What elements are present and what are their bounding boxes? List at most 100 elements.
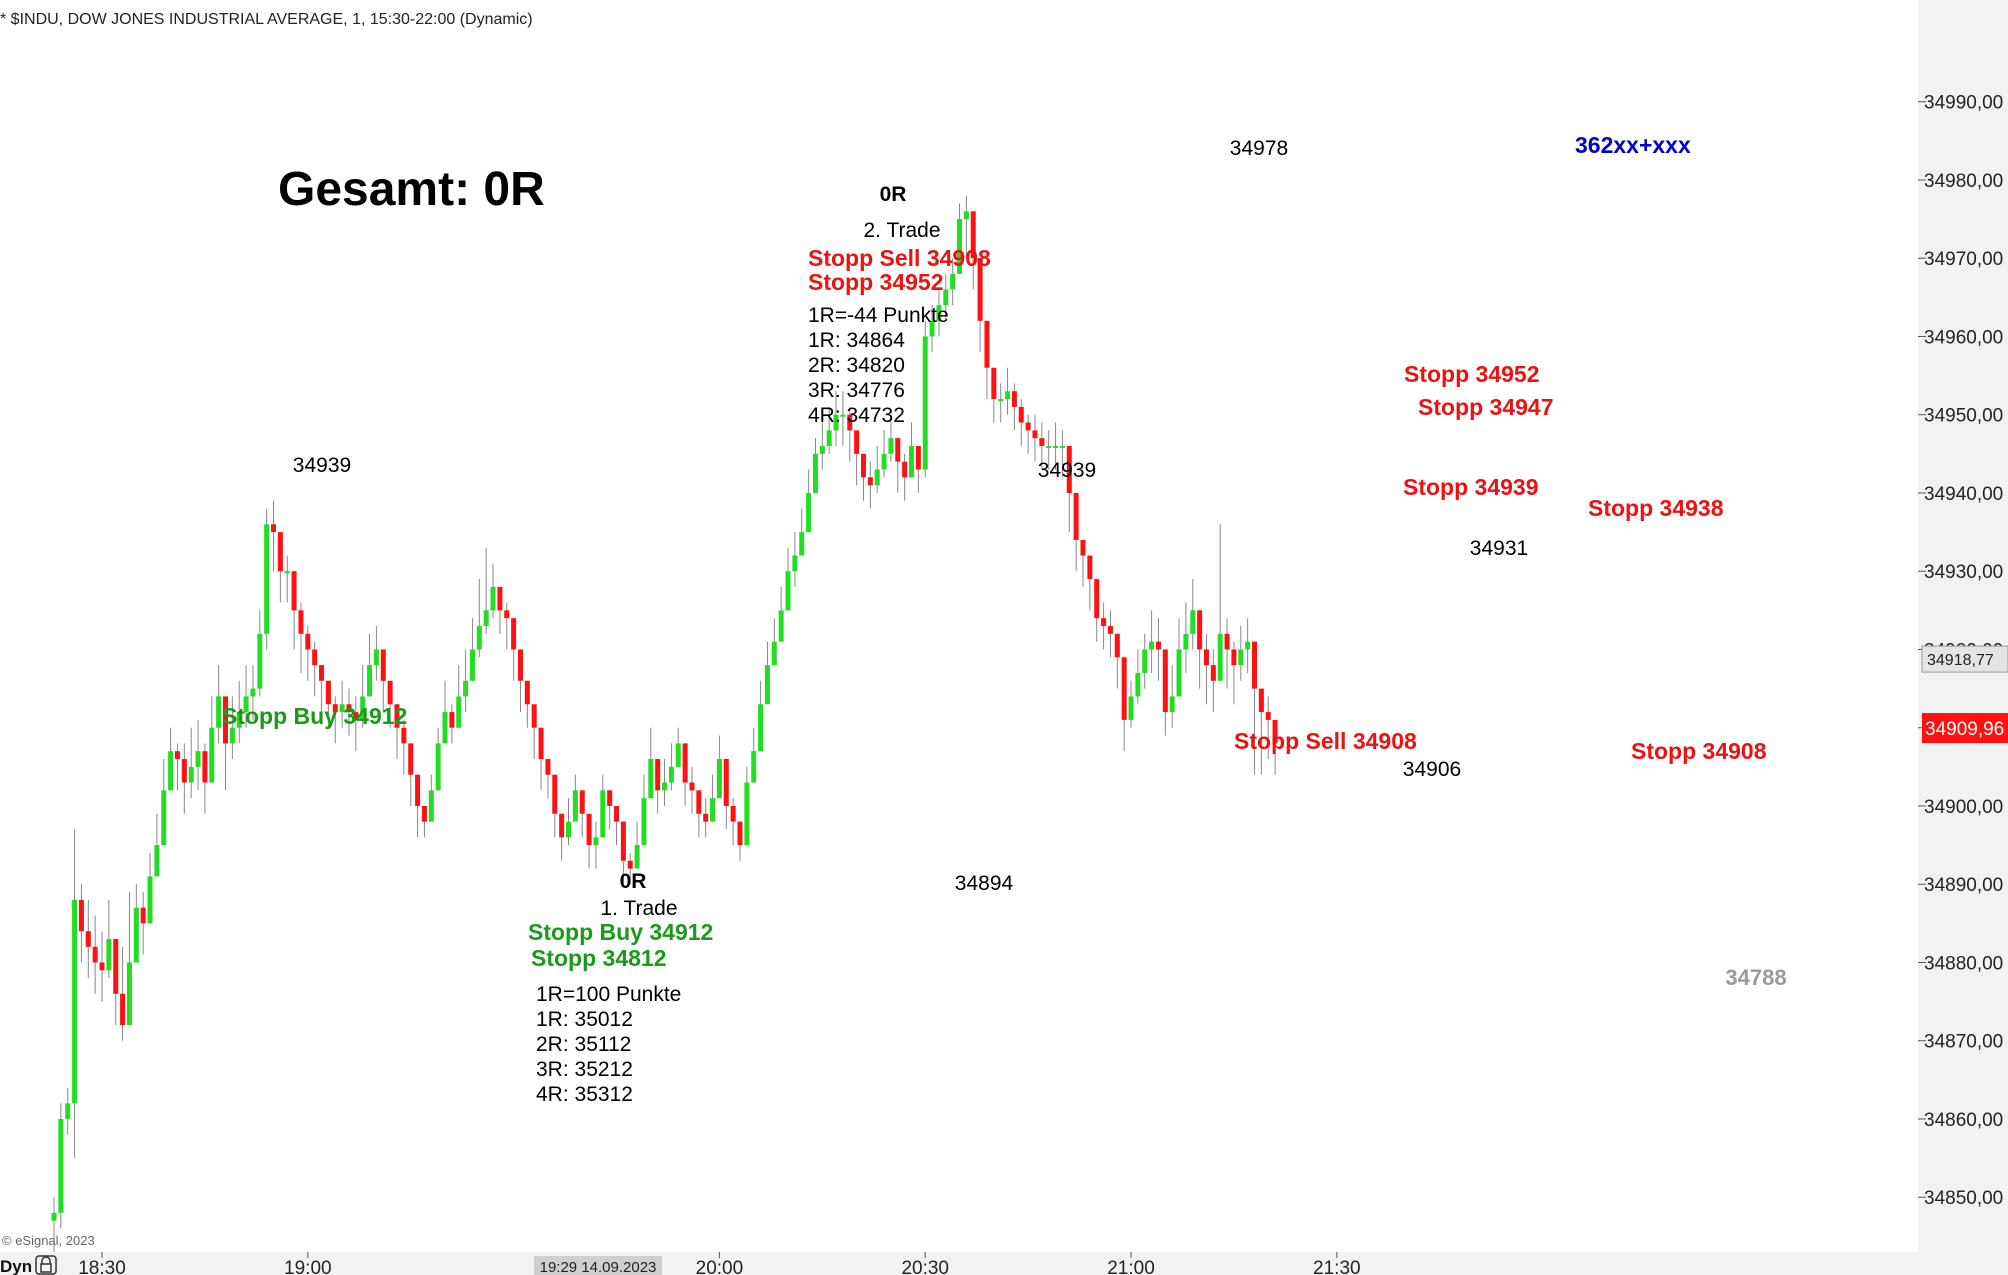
candle — [394, 704, 400, 760]
candle — [250, 665, 256, 720]
candle-body — [236, 712, 242, 728]
candle — [120, 946, 126, 1041]
candle-body — [593, 837, 599, 846]
candle-body — [517, 649, 523, 681]
candle-body — [572, 790, 578, 822]
candle-body — [435, 743, 441, 791]
candle — [751, 727, 757, 783]
chart-annotation: 0R — [880, 183, 907, 206]
candle — [641, 774, 647, 846]
candle — [902, 453, 908, 501]
y-tick-label: 34990,00 — [1924, 93, 2003, 114]
candle — [593, 821, 599, 869]
candle-body — [243, 696, 249, 713]
candle-layer — [51, 195, 1278, 1252]
candle — [490, 563, 496, 619]
candle-body — [799, 532, 805, 556]
candle-body — [867, 477, 873, 486]
candle-body — [367, 665, 373, 697]
candle-body — [223, 696, 228, 744]
candle — [380, 649, 386, 713]
candle — [572, 774, 578, 822]
candle — [1018, 399, 1024, 447]
last-price-badge: 34909,96 — [1922, 713, 2008, 744]
candle — [559, 813, 565, 861]
candle — [1032, 414, 1038, 462]
time-axis-panel[interactable] — [0, 1252, 2008, 1275]
candle-body — [161, 790, 167, 846]
candle — [874, 446, 880, 493]
candle — [1245, 618, 1251, 673]
candle-body — [970, 211, 976, 259]
chart-annotation: Stopp Buy 34912 — [222, 703, 407, 729]
candle — [140, 892, 146, 955]
candle — [1053, 422, 1059, 470]
candle-body — [778, 610, 784, 642]
candle-body — [1025, 422, 1031, 431]
candle-body — [1142, 649, 1148, 673]
candle-body — [950, 273, 956, 290]
cursor-time-badge: 19:29 14.09.2023 — [534, 1256, 662, 1275]
candle-body — [1210, 665, 1216, 681]
candle — [387, 680, 393, 728]
candle-body — [545, 759, 551, 775]
candle-body — [497, 586, 503, 611]
candle — [243, 665, 249, 728]
candle-body — [1258, 688, 1264, 713]
candle-body — [703, 813, 709, 822]
candle-body — [1183, 633, 1189, 650]
chart-annotation: 34939 — [1038, 459, 1096, 482]
candle-body — [216, 696, 222, 728]
candle-body — [319, 665, 325, 681]
candle-body — [229, 727, 235, 744]
candle-body — [723, 759, 729, 806]
candle — [339, 680, 345, 728]
candle-body — [929, 320, 935, 337]
candle — [737, 821, 743, 861]
y-tick-label: 34900,00 — [1924, 797, 2003, 818]
candle-body — [915, 446, 921, 470]
candle-body — [298, 610, 304, 634]
candle-body — [730, 805, 736, 822]
candle-body — [476, 626, 482, 650]
candle — [298, 602, 304, 673]
candle — [991, 367, 997, 423]
candle — [819, 422, 825, 470]
candle-body — [812, 453, 818, 493]
candle-body — [1149, 641, 1155, 650]
candle-body — [600, 790, 606, 838]
candle — [1176, 618, 1182, 697]
candle-body — [586, 813, 592, 846]
candle-body — [271, 524, 277, 533]
candle — [655, 759, 661, 814]
candle — [1238, 626, 1244, 681]
candle-body — [92, 946, 98, 963]
lock-icon[interactable] — [35, 1255, 57, 1275]
y-tick-label: 34850,00 — [1924, 1188, 2003, 1209]
candle — [511, 618, 517, 681]
candle — [682, 743, 688, 806]
candle — [421, 805, 427, 838]
chart-annotation: 3R: 35212 — [536, 1058, 633, 1081]
candle — [566, 798, 571, 846]
candle — [1162, 649, 1168, 736]
candle — [1046, 430, 1052, 470]
chart-annotation: 1R: 34864 — [808, 329, 905, 352]
time-axis: 18:30 19:00 20:00 20:30 21:00 21:30 19:29 14.0… — [78, 1252, 1361, 1275]
candle-body — [737, 821, 743, 846]
candle-body — [456, 696, 462, 728]
price-axis: 34990,00 34980,00 34970,00 34960,00 34950,00… — [1918, 93, 2008, 1209]
candle-body — [524, 680, 530, 705]
candle — [950, 258, 956, 306]
y-tick-label: 34860,00 — [1924, 1110, 2003, 1131]
candle — [909, 422, 914, 478]
candle-body — [1231, 649, 1237, 666]
candle — [209, 696, 215, 783]
candle — [168, 727, 174, 791]
dyn-label[interactable]: Dyn — [0, 1257, 32, 1275]
candle-body — [977, 258, 983, 321]
y-tick-label: 34950,00 — [1924, 406, 2003, 427]
price-axis-panel[interactable] — [1918, 0, 2008, 1252]
candle-body — [1224, 633, 1230, 650]
